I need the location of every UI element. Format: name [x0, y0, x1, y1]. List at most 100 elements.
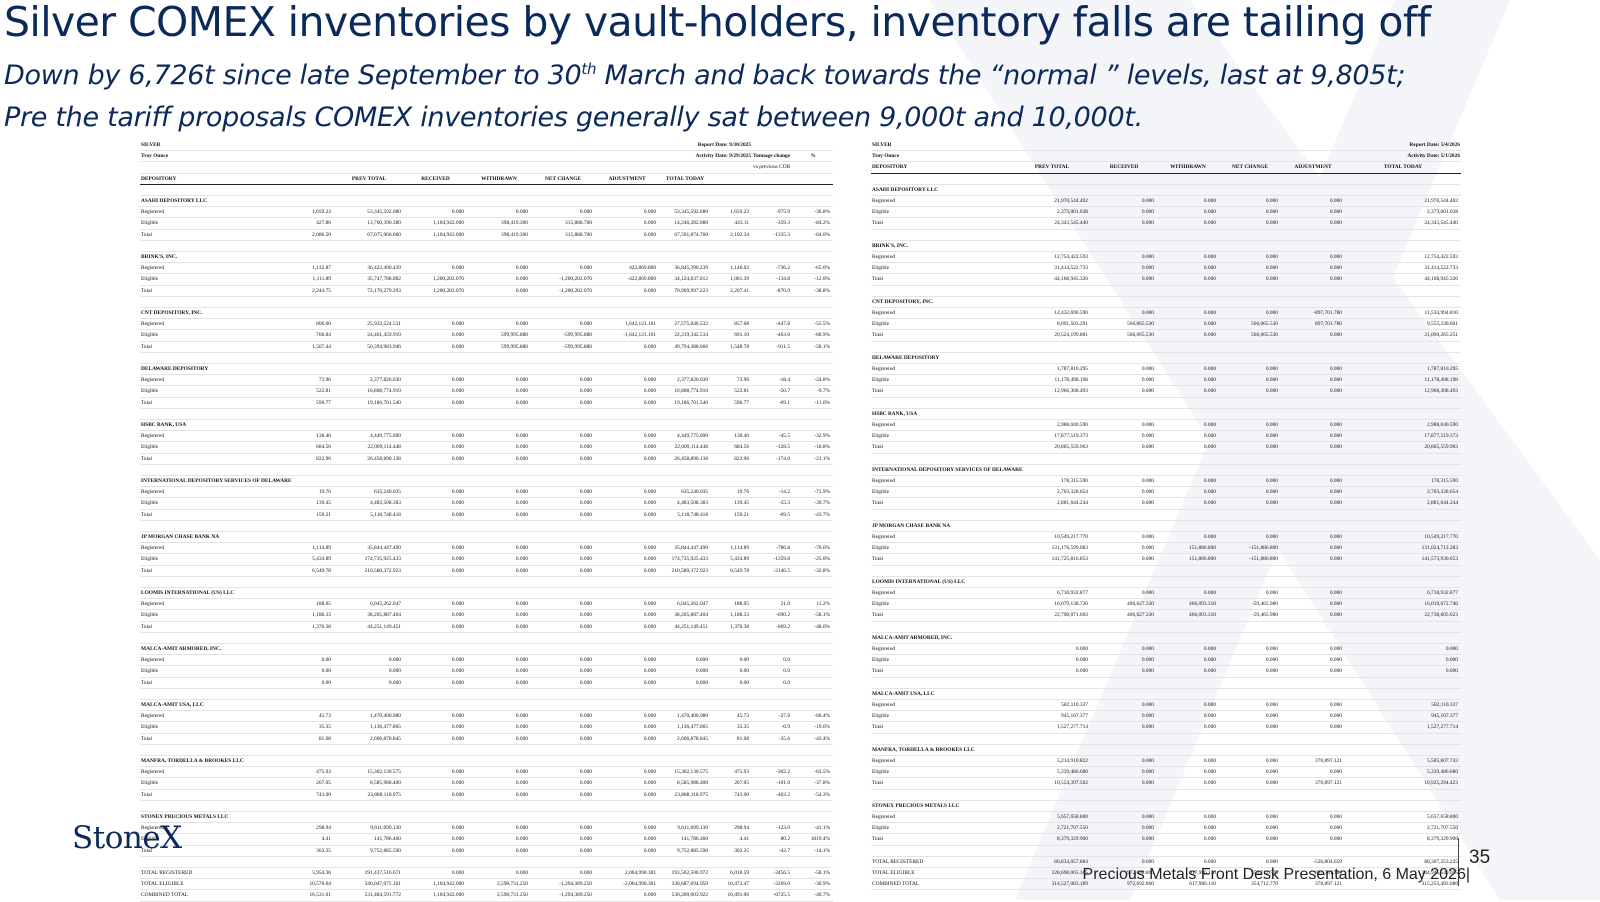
table-cell: 0.000: [404, 453, 467, 465]
table-row: Registered 10,549,217.770 0.000 0.000 0.000 0…: [871, 531, 1462, 544]
table-cell: 635,240.035: [659, 486, 712, 499]
table-cell: 0.000: [1091, 766, 1157, 779]
table-cell: 0.000: [595, 598, 660, 611]
table-cell: 1,104,942.000: [404, 217, 467, 230]
blank-cell: [140, 856, 834, 869]
table-cell: 72,170,279.293: [334, 285, 404, 297]
table-cell: 44,251,149.451: [334, 621, 404, 633]
blank-cell: [871, 173, 1462, 185]
table-cell: 1,188.33: [277, 609, 334, 622]
table-cell: -422,869.800: [595, 273, 660, 286]
table-cell: 139.45: [277, 497, 334, 510]
table-cell: -32.9%: [793, 430, 834, 443]
total-cell: -40.7%: [793, 889, 834, 902]
table-row: Eligible 945,167.377 0.000 0.000 0.000 0.000 9…: [871, 710, 1462, 723]
table-cell: -174.0: [752, 453, 794, 465]
table-cell: -134.8: [752, 273, 794, 286]
table-cell: 19,186,701.540: [334, 397, 404, 409]
table-cell: 81.08: [277, 733, 334, 745]
blank-cell: [140, 296, 834, 309]
spacer-row: [140, 184, 834, 197]
total-cell: 340,047,075.101: [334, 878, 404, 891]
table-cell: 6,549.78: [277, 565, 334, 577]
table-cell: -11.6%: [793, 397, 834, 409]
table-cell: 0.000: [1281, 486, 1345, 499]
table-cell: 0.000: [1091, 195, 1157, 208]
table-cell: 443.11: [711, 217, 753, 230]
total-cell: 0.000: [467, 866, 531, 880]
table-cell: 27,575,046.532: [659, 318, 712, 331]
table-row: Registered 1,659.23 53,345,592.680 0.000 0.0…: [140, 206, 834, 219]
table-row: Registered 0.000 0.000 0.000 0.000 0.000 0.000: [871, 643, 1462, 656]
depository-group-row: LOOMIS INTERNATIONAL (US) LLC: [140, 587, 834, 600]
table-cell: 0.000: [467, 262, 531, 275]
total-cell: 897,701.780: [1281, 867, 1345, 880]
table-cell: 0.000: [404, 509, 467, 521]
table-row: Eligible 2,721,707.550 0.000 0.000 0.000 0.00…: [871, 822, 1462, 835]
table-cell: 0.000: [1091, 251, 1157, 264]
table-row: Total 2,881,644.244 0.000 0.000 0.000 0.000 2,…: [871, 497, 1462, 510]
table-cell: 0.000: [467, 677, 531, 689]
table-cell: 303.35: [277, 845, 334, 857]
table-cell: 0.000: [1281, 497, 1345, 510]
table-row: Total 20,524,199.881 566,065.530 0.000 566,0…: [871, 329, 1462, 342]
table-cell: 0.000: [1281, 374, 1345, 387]
table-cell: 5,434.89: [711, 553, 753, 566]
slide-subtitle-line-1: Down by 6,726t since late September to 3…: [4, 60, 1406, 91]
table-cell: 0.000: [404, 542, 467, 555]
table-cell: -25.0%: [793, 553, 834, 566]
table-row: Registered 582,110.337 0.000 0.000 0.000 0.00…: [871, 699, 1462, 712]
blank-cell: [140, 688, 834, 701]
table-cell: 4,449,775.690: [659, 430, 712, 443]
row-label: Total: [871, 441, 1013, 454]
blank-cell: [871, 397, 1462, 409]
table-cell: 210,580,372.923: [334, 565, 404, 577]
grand-total-row: TOTAL ELIGIBLE 10,576.64 340,047,075.101 1,…: [140, 878, 834, 891]
table-row: Total 6,549.78 210,580,372.923 0.000 0.000 0.…: [140, 565, 834, 577]
table-row: Total 81.08 2,606,878.845 0.000 0.000 0.000 0.…: [140, 733, 834, 745]
table-cell: 0.000: [467, 318, 531, 331]
table-cell: 0.000: [1091, 531, 1157, 544]
table-cell: 2,606,878.845: [659, 733, 712, 745]
table-cell: 0.000: [531, 721, 595, 734]
table-cell: 1819.4%: [793, 833, 834, 846]
table-cell: -70.6%: [793, 542, 834, 555]
blank-cell: [871, 229, 1462, 241]
blank-cell: [277, 150, 660, 163]
row-label: Total: [140, 733, 277, 745]
table-cell: 0.000: [1013, 665, 1091, 678]
table-row: Total 0.000 0.000 0.000 0.000 0.000 0.000: [871, 665, 1462, 678]
table-cell: 0.000: [1091, 475, 1157, 488]
table-cell: 0.000: [1091, 374, 1157, 387]
table-row: Eligible 522.81 16,808,774.910 0.000 0.000 0.…: [140, 385, 834, 398]
row-label: Eligible: [871, 542, 1013, 555]
blank-cell: [140, 464, 834, 477]
table-cell: -36.8%: [793, 206, 834, 219]
left-report-meta-row: SILVER Report Date: 9/30/2025: [140, 140, 834, 152]
table-cell: 0.000: [1157, 833, 1219, 846]
table-row: Total 743.00 23,888,118.975 0.000 0.000 0.000…: [140, 789, 834, 801]
table-cell: -69.1: [752, 397, 794, 409]
row-label: Eligible: [140, 609, 277, 622]
table-cell: 0.000: [467, 542, 531, 555]
depository-name: CNT DEPOSITORY, INC.: [871, 296, 1462, 309]
table-cell: 0.000: [1091, 833, 1157, 846]
table-cell: 0.000: [1219, 419, 1281, 432]
table-cell: 0.000: [404, 789, 467, 801]
table-cell: 0.000: [1091, 553, 1157, 566]
table-cell: 0.000: [1281, 419, 1345, 432]
table-cell: 0.000: [531, 621, 595, 633]
table-cell: -39.7%: [793, 497, 834, 510]
depository-name: LOOMIS INTERNATIONAL (US) LLC: [140, 587, 834, 600]
blank-cell: [711, 173, 834, 185]
table-cell: 0.000: [1219, 665, 1281, 678]
table-cell: 1,527,277.714: [1345, 721, 1462, 734]
row-label: Registered: [140, 262, 277, 275]
activity-date: Activity Date: 5/1/2026: [1013, 150, 1462, 163]
table-cell: 44,168,945.326: [1345, 273, 1462, 286]
row-label: Total: [140, 453, 277, 465]
row-label: Total: [871, 217, 1013, 230]
table-cell: 0.000: [1219, 430, 1281, 443]
table-cell: -60.4%: [793, 710, 834, 723]
table-cell: 44,251,149.451: [659, 621, 712, 633]
